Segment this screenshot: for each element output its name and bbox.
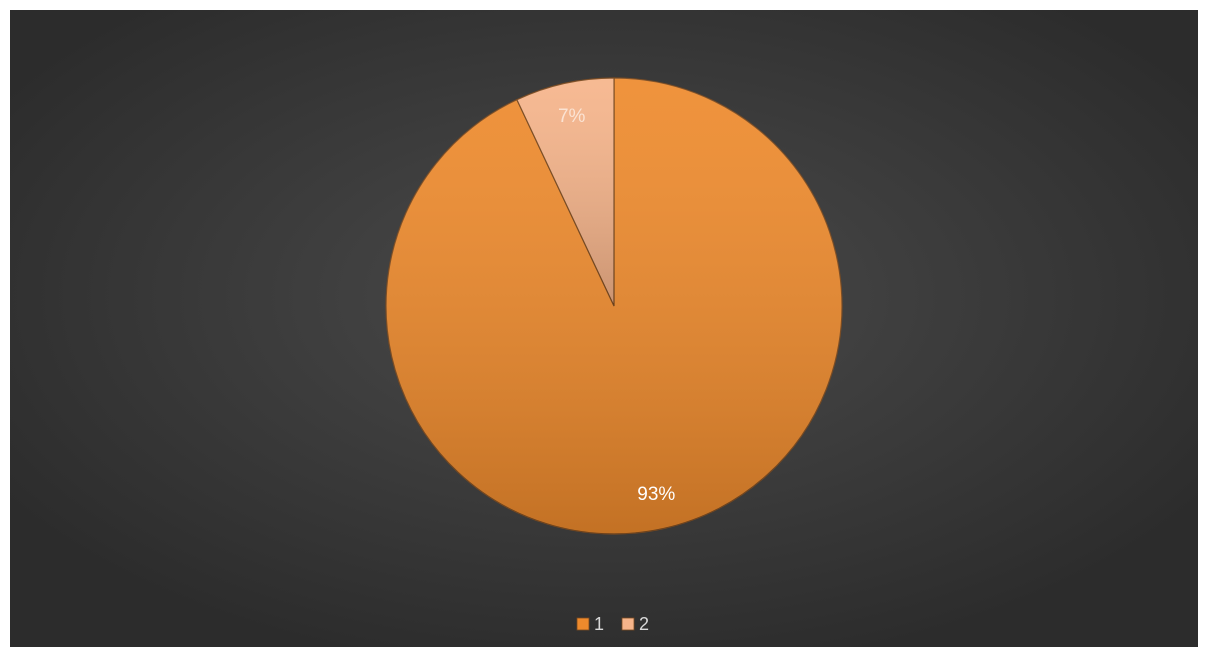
legend-marker	[621, 617, 635, 631]
slice-shade	[516, 78, 614, 306]
data-label: 93%	[637, 484, 675, 505]
legend-marker	[576, 617, 590, 631]
data-label: 7%	[558, 106, 586, 127]
legend-label: 1	[594, 614, 604, 634]
pie: 93% 7%	[385, 77, 843, 535]
legend-label: 2	[639, 614, 649, 634]
